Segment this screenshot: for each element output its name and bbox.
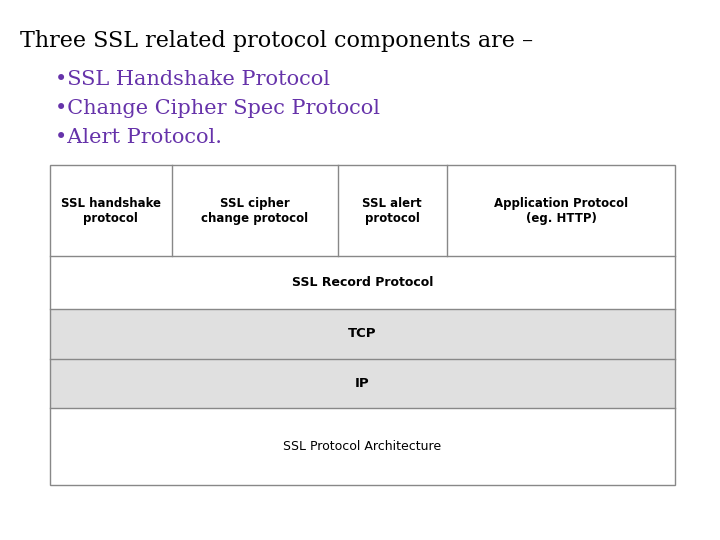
Text: •SSL Handshake Protocol: •SSL Handshake Protocol — [55, 70, 330, 89]
Bar — [50, 359, 675, 408]
Text: SSL cipher
change protocol: SSL cipher change protocol — [201, 197, 308, 225]
Text: •Change Cipher Spec Protocol: •Change Cipher Spec Protocol — [55, 99, 380, 118]
Text: TCP: TCP — [348, 327, 377, 340]
Text: Application Protocol
(eg. HTTP): Application Protocol (eg. HTTP) — [494, 197, 628, 225]
Text: •Alert Protocol.: •Alert Protocol. — [55, 128, 222, 147]
Text: Three SSL related protocol components are –: Three SSL related protocol components ar… — [20, 30, 533, 52]
Text: SSL Record Protocol: SSL Record Protocol — [292, 276, 433, 289]
Bar — [50, 256, 675, 309]
Bar — [50, 408, 675, 485]
Bar — [50, 309, 675, 359]
Bar — [50, 165, 675, 485]
Text: IP: IP — [355, 377, 370, 390]
Bar — [50, 165, 675, 256]
Text: SSL handshake
protocol: SSL handshake protocol — [61, 197, 161, 225]
Text: SSL alert
protocol: SSL alert protocol — [362, 197, 422, 225]
Text: SSL Protocol Architecture: SSL Protocol Architecture — [284, 440, 441, 453]
